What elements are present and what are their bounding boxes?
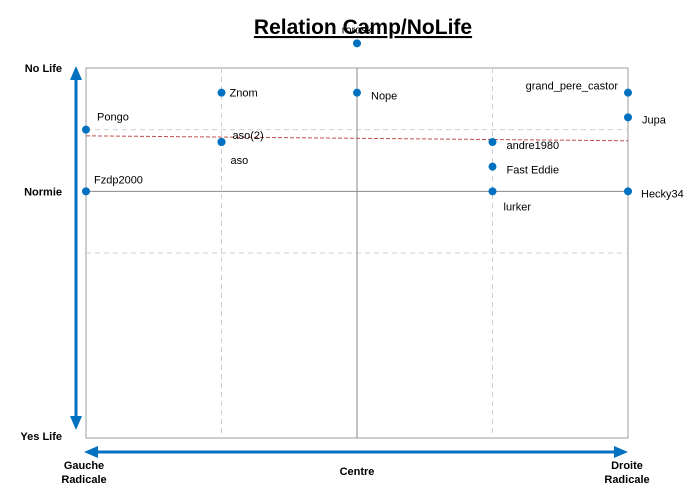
y-tick-label: Normie: [24, 186, 62, 198]
trendline: [85, 135, 629, 142]
y-axis-arrowhead-bottom: [70, 416, 82, 430]
point-label: Fzdp2000: [94, 174, 143, 186]
y-tick-label: Yes Life: [20, 431, 62, 443]
data-point: [353, 88, 361, 97]
data-point: [217, 138, 226, 146]
axes-layer: No Life Normie Yes Life Gauche Radicale Centr…: [20, 63, 649, 486]
data-point: [488, 138, 497, 146]
points-layer: [82, 39, 632, 196]
point-label: lurker: [504, 201, 532, 213]
point-label: rorosk: [342, 24, 373, 36]
y-tick-label: No Life: [25, 63, 62, 75]
point-label: andre1980: [507, 140, 560, 152]
chart-title: Relation Camp/NoLife: [254, 16, 472, 39]
trendline-layer: [85, 135, 629, 142]
point-label: grand_pere_castor: [526, 81, 619, 93]
data-point: [82, 187, 90, 196]
point-label: Fast Eddie: [507, 165, 560, 177]
data-point: [624, 187, 632, 196]
point-label: aso: [231, 155, 249, 167]
point-label: Znom: [230, 88, 258, 100]
data-point: [624, 113, 632, 122]
x-tick-label: Gauche: [64, 460, 104, 472]
point-label: Jupa: [642, 114, 667, 126]
data-point: [82, 125, 90, 134]
data-point: [488, 187, 497, 196]
data-point: [353, 39, 361, 48]
y-axis-arrowhead-top: [70, 66, 82, 80]
grid: [86, 68, 628, 438]
x-tick-label: Radicale: [604, 474, 649, 486]
x-tick-label: Centre: [340, 466, 375, 478]
x-tick-label: Droite: [611, 460, 643, 472]
x-axis-arrowhead-right: [614, 446, 628, 458]
point-label: aso(2): [233, 130, 264, 142]
x-axis-arrowhead-left: [84, 446, 98, 458]
data-point: [624, 88, 632, 97]
point-label: Nope: [371, 91, 397, 103]
point-label: Hecky34: [641, 188, 684, 200]
point-label: Pongo: [97, 112, 129, 124]
x-tick-label: Radicale: [61, 474, 106, 486]
point-labels-layer: rorosk Znom Nope grand_pere_castor Jupa Pongo…: [94, 24, 684, 213]
data-point: [217, 88, 226, 97]
data-point: [488, 162, 497, 171]
